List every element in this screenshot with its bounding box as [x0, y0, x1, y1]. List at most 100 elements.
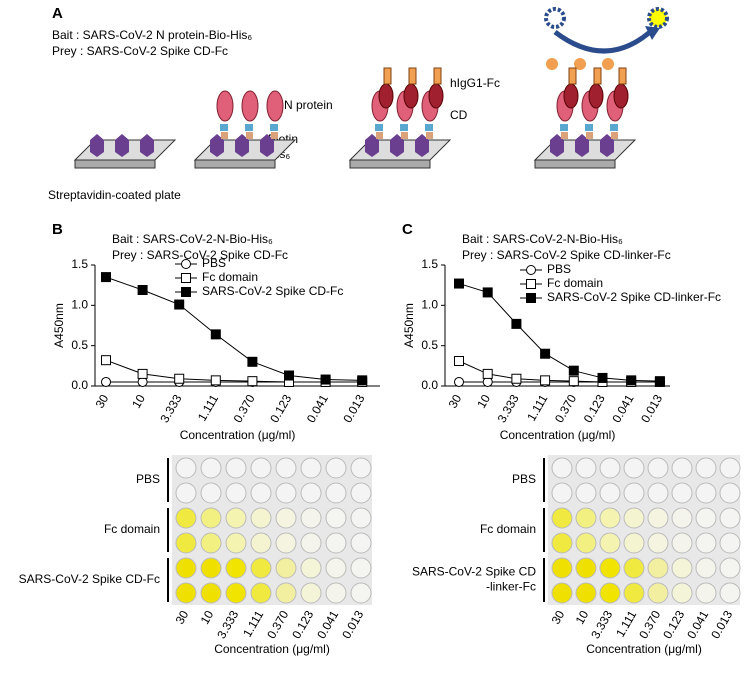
plate-x-label: 3.333: [214, 608, 241, 641]
cd: [613, 83, 629, 109]
well: [575, 482, 597, 504]
marker: [101, 376, 111, 387]
marker: [511, 373, 522, 384]
well: [325, 457, 347, 479]
well: [695, 457, 717, 479]
well: [225, 482, 247, 504]
well: [623, 507, 645, 529]
plate-x-label: 0.013: [708, 608, 735, 641]
marker: [357, 375, 368, 386]
marker: [526, 293, 536, 303]
x-tick-label: 10: [129, 392, 148, 411]
plate-photo: [548, 455, 740, 605]
arrow-head: [645, 26, 660, 40]
well: [300, 507, 322, 529]
well: [200, 457, 222, 479]
well: [623, 582, 645, 604]
plate-side: [349, 159, 431, 169]
marker: [174, 299, 185, 310]
well: [175, 557, 197, 579]
y-tick-label: 0.5: [421, 338, 438, 352]
well: [623, 482, 645, 504]
well: [250, 457, 272, 479]
well: [175, 507, 197, 529]
well: [250, 557, 272, 579]
plate-x-label: 0.123: [289, 608, 316, 641]
n-protein: [241, 90, 259, 122]
well: [325, 532, 347, 554]
legend-label: PBS: [202, 256, 226, 270]
streptavidin: [260, 134, 274, 157]
well: [599, 582, 621, 604]
fc: [433, 67, 442, 85]
his-tag: [561, 132, 568, 139]
product-icon: [647, 7, 669, 29]
plate-x-label: 10: [573, 608, 592, 627]
well: [250, 482, 272, 504]
y-tick-label: 0.0: [421, 378, 438, 392]
well: [300, 532, 322, 554]
legend-label: Fc domain: [202, 270, 258, 284]
well: [719, 457, 741, 479]
y-axis-label: A450nm: [402, 303, 416, 348]
marker: [454, 278, 464, 289]
well: [250, 532, 272, 554]
biotin: [220, 124, 228, 131]
marker: [247, 356, 258, 367]
well: [671, 482, 693, 504]
hrp-antibodies: [546, 58, 614, 70]
marker: [454, 376, 464, 387]
well: [250, 507, 272, 529]
biotin: [375, 124, 383, 131]
plate-x-axis-label: Concentration (μg/ml): [214, 642, 330, 656]
plate-side: [74, 159, 156, 169]
series-line: [105, 276, 363, 381]
plate-label: Streptavidin-coated plate: [48, 188, 181, 202]
cd: [588, 83, 604, 109]
plate-x-label: 30: [173, 608, 192, 627]
plate-x-label: 0.370: [636, 608, 663, 641]
biotin: [270, 124, 278, 131]
well: [250, 582, 272, 604]
cd: [563, 83, 579, 109]
prey-text: Prey : SARS-CoV-2 Spike CD-Fc: [52, 44, 228, 58]
well: [695, 557, 717, 579]
well: [695, 532, 717, 554]
plate-x-label: 30: [549, 608, 568, 627]
marker: [181, 273, 191, 283]
well: [647, 457, 669, 479]
well: [350, 582, 372, 604]
plate-row-label: SARS-CoV-2 Spike CD: [412, 565, 536, 579]
his-tag: [271, 132, 278, 139]
well: [575, 507, 597, 529]
x-tick-label: 1.111: [524, 392, 550, 424]
well: [719, 507, 741, 529]
well: [599, 482, 621, 504]
marker: [654, 376, 665, 387]
well: [719, 532, 741, 554]
well: [575, 582, 597, 604]
well: [647, 532, 669, 554]
x-tick-label: 0.013: [638, 392, 665, 425]
fc: [383, 67, 392, 85]
well: [300, 482, 322, 504]
marker: [626, 375, 637, 386]
fc: [593, 67, 602, 85]
well: [300, 457, 322, 479]
y-tick-label: 1.5: [421, 257, 438, 271]
well: [225, 557, 247, 579]
legend-label: PBS: [547, 262, 571, 276]
x-axis-label: Concentration (μg/ml): [500, 428, 616, 442]
well: [719, 557, 741, 579]
well: [200, 582, 222, 604]
well: [671, 507, 693, 529]
streptavidin: [140, 134, 154, 157]
fc: [408, 67, 417, 85]
streptavidin: [390, 134, 404, 157]
x-tick-label: 0.013: [340, 392, 367, 425]
x-tick-label: 0.123: [581, 392, 608, 425]
plate-x-label: 0.041: [314, 608, 341, 641]
streptavidin: [575, 134, 589, 157]
well: [719, 582, 741, 604]
y-tick-label: 0.0: [71, 378, 88, 392]
